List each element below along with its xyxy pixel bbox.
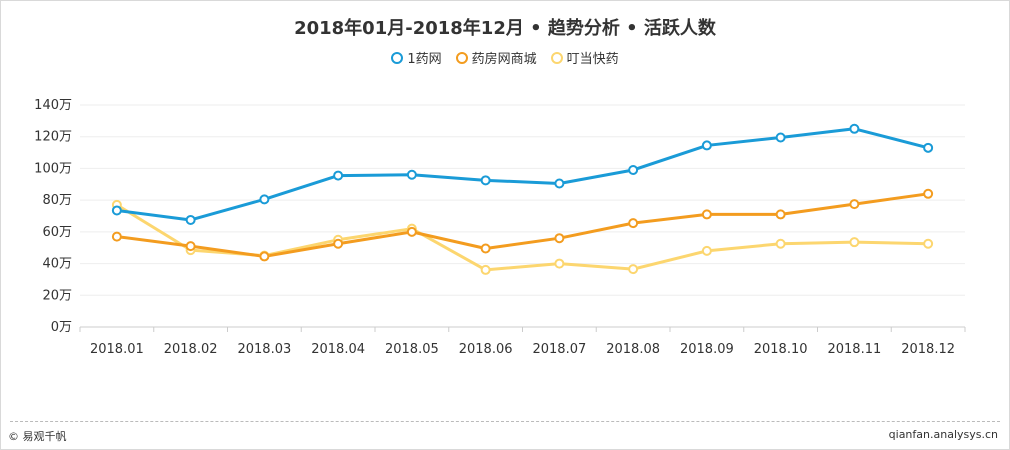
source-logo: © 易观千帆 xyxy=(8,430,67,443)
y-tick-label: 20万 xyxy=(42,288,72,303)
data-point xyxy=(406,169,417,180)
x-tick-label: 2018.10 xyxy=(754,342,808,357)
data-point xyxy=(185,214,196,225)
y-tick-label: 60万 xyxy=(42,225,72,240)
x-tick-label: 2018.11 xyxy=(827,342,881,357)
y-tick-label: 80万 xyxy=(42,193,72,208)
data-point xyxy=(628,264,639,275)
data-point xyxy=(923,188,934,199)
data-point xyxy=(554,258,565,269)
y-tick-label: 140万 xyxy=(34,98,72,113)
legend-label: 1药网 xyxy=(407,52,442,67)
data-point xyxy=(701,245,712,256)
x-tick-label: 2018.04 xyxy=(311,342,365,357)
legend-marker-icon xyxy=(391,51,404,64)
data-point xyxy=(701,209,712,220)
data-point xyxy=(554,178,565,189)
data-point xyxy=(923,142,934,153)
y-tick-label: 120万 xyxy=(34,130,72,145)
data-point xyxy=(111,205,122,216)
x-tick-label: 2018.05 xyxy=(385,342,439,357)
x-tick-label: 2018.02 xyxy=(164,342,218,357)
x-tick-label: 2018.01 xyxy=(90,342,144,357)
data-point xyxy=(775,209,786,220)
y-tick-label: 0万 xyxy=(51,320,72,335)
y-tick-label: 40万 xyxy=(42,257,72,272)
x-tick-label: 2018.06 xyxy=(459,342,513,357)
data-point xyxy=(259,194,270,205)
data-point xyxy=(480,243,491,254)
data-point xyxy=(111,231,122,242)
data-point xyxy=(701,140,712,151)
data-point xyxy=(480,175,491,186)
legend-label: 叮当快药 xyxy=(566,52,619,67)
data-point xyxy=(480,264,491,275)
data-point xyxy=(628,165,639,176)
legend-marker-icon xyxy=(550,51,563,64)
x-tick-label: 2018.07 xyxy=(532,342,586,357)
x-tick-label: 2018.03 xyxy=(237,342,291,357)
data-point xyxy=(554,233,565,244)
chart-legend: 1药网 药房网商城 叮当快药 xyxy=(0,48,1010,67)
x-tick-label: 2018.08 xyxy=(606,342,660,357)
data-point xyxy=(775,238,786,249)
x-tick-label: 2018.12 xyxy=(901,342,955,357)
data-point xyxy=(185,241,196,252)
series-line xyxy=(116,203,929,272)
line-chart: 0万 20万 40万 60万 80万 100万 120万 140万 2018.01 2018.02… xyxy=(34,98,966,357)
series-line xyxy=(116,127,929,222)
source-url: qianfan.analysys.cn xyxy=(888,428,998,441)
legend-item-1yao[interactable]: 1药网 xyxy=(391,48,442,67)
legend-marker-icon xyxy=(455,51,468,64)
data-point xyxy=(849,123,860,134)
series-line xyxy=(116,192,929,258)
data-point xyxy=(923,238,934,249)
y-tick-label: 100万 xyxy=(34,161,72,176)
data-point xyxy=(849,237,860,248)
chart-title: 2018年01月-2018年12月 • 趋势分析 • 活跃人数 xyxy=(294,18,716,39)
legend-label: 药房网商城 xyxy=(471,52,537,67)
data-point xyxy=(628,218,639,229)
data-point xyxy=(849,199,860,210)
data-point xyxy=(775,132,786,143)
legend-item-yaofang[interactable]: 药房网商城 xyxy=(455,48,537,67)
data-point xyxy=(406,226,417,237)
legend-item-dingdang[interactable]: 叮当快药 xyxy=(550,48,619,67)
data-point xyxy=(259,251,270,262)
footer-divider xyxy=(10,421,1000,422)
data-point xyxy=(333,170,344,181)
x-tick-label: 2018.09 xyxy=(680,342,734,357)
data-point xyxy=(333,238,344,249)
